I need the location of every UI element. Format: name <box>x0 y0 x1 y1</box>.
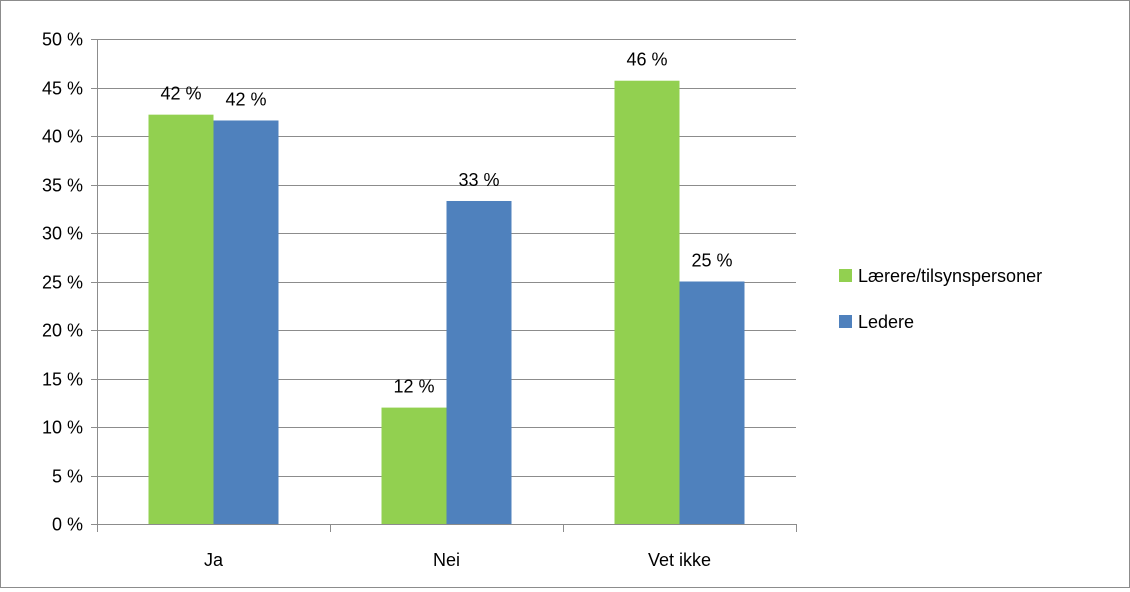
data-labels: 42 % 42 % 12 % 33 % 46 % 25 % <box>160 50 732 397</box>
y-tick-label: 50 % <box>42 30 83 50</box>
data-label: 33 % <box>458 170 499 190</box>
x-axis-category-labels: Ja Nei Vet ikke <box>204 550 711 570</box>
y-tick-label: 25 % <box>42 273 83 293</box>
y-tick-label: 35 % <box>42 176 83 196</box>
bar <box>679 281 745 524</box>
legend-label: Ledere <box>858 312 914 332</box>
y-tick-label: 20 % <box>42 321 83 341</box>
axes <box>97 39 797 532</box>
legend-label: Lærere/tilsynspersoner <box>858 266 1042 286</box>
x-category-label: Nei <box>433 550 460 570</box>
x-category-label: Vet ikke <box>648 550 711 570</box>
y-tick-label: 15 % <box>42 370 83 390</box>
legend-swatch <box>839 269 852 282</box>
y-tick-label: 30 % <box>42 224 83 244</box>
y-tick-label: 40 % <box>42 127 83 147</box>
x-category-label: Ja <box>204 550 224 570</box>
bar <box>614 80 680 525</box>
legend: Lærere/tilsynspersoner Ledere <box>839 266 1042 332</box>
legend-swatch <box>839 315 852 328</box>
bar <box>446 200 512 525</box>
data-label: 42 % <box>225 89 266 109</box>
bars <box>148 80 745 525</box>
y-tick-label: 5 % <box>52 467 83 487</box>
bar <box>381 407 447 524</box>
data-label: 46 % <box>626 50 667 70</box>
data-label: 25 % <box>691 251 732 271</box>
data-label: 42 % <box>160 84 201 104</box>
y-axis-tick-labels: 0 % 5 % 10 % 15 % 20 % 25 % 30 % 35 % 40 % 45 % 50… <box>42 30 83 535</box>
data-label: 12 % <box>393 377 434 397</box>
bar <box>148 114 214 524</box>
y-tick-label: 45 % <box>42 79 83 99</box>
bar <box>213 120 279 524</box>
y-tick-label: 0 % <box>52 515 83 535</box>
y-tick-label: 10 % <box>42 418 83 438</box>
